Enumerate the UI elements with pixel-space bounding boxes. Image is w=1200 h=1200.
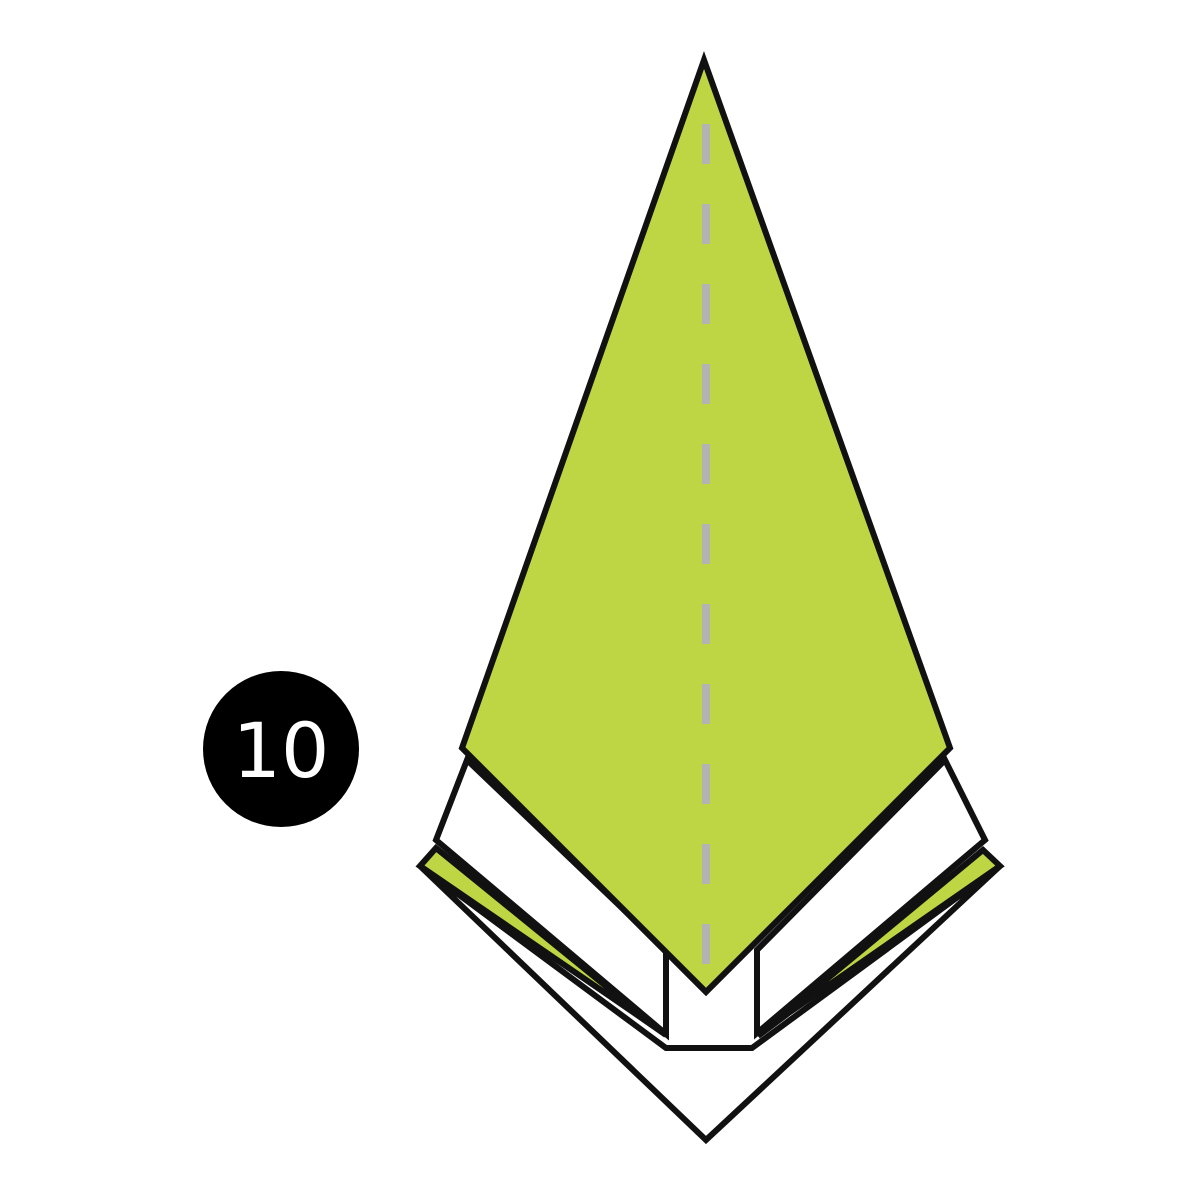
right-white-flap: [754, 754, 989, 1040]
step-badge: 10: [203, 671, 359, 827]
bottom-white-chevron: [417, 863, 1003, 1145]
step-number: 10: [233, 706, 330, 795]
step-badge-circle: [203, 671, 359, 827]
